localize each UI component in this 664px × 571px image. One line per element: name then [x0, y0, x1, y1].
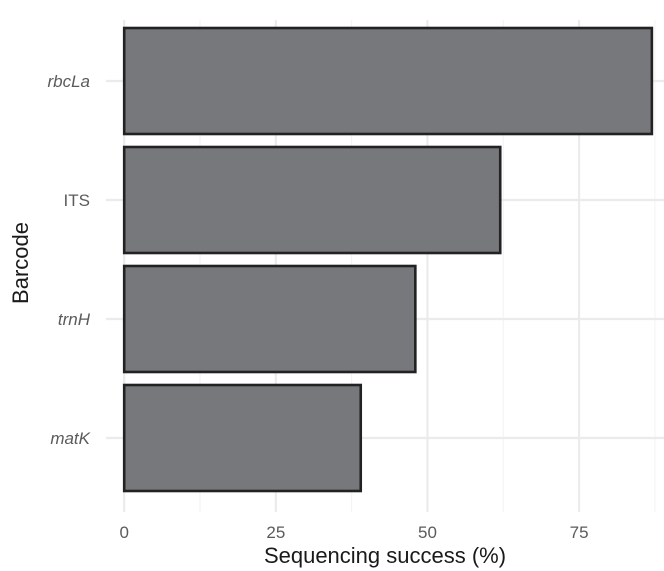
x-axis-tick-labels: 0 25 50 75 — [119, 523, 588, 542]
y-axis-tick-labels: rbcLa ITS trnH matK — [47, 72, 90, 448]
y-axis-title: Barcode — [8, 222, 33, 304]
x-axis-title: Sequencing success (%) — [264, 543, 506, 568]
bar-matk — [122, 383, 363, 493]
bar-its — [122, 145, 502, 255]
y-tick-label: matK — [50, 429, 90, 448]
bar-rbcla — [122, 26, 654, 136]
y-tick-label: trnH — [58, 310, 91, 329]
x-tick-label: 0 — [119, 523, 128, 542]
x-tick-label: 50 — [418, 523, 437, 542]
y-tick-label: ITS — [64, 191, 90, 210]
x-tick-label: 75 — [570, 523, 589, 542]
bars — [122, 26, 654, 493]
y-tick-label: rbcLa — [47, 72, 90, 91]
bar-trnh — [122, 264, 417, 374]
x-tick-label: 25 — [266, 523, 285, 542]
